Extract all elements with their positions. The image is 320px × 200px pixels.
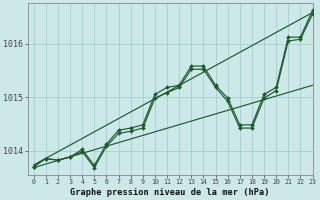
X-axis label: Graphe pression niveau de la mer (hPa): Graphe pression niveau de la mer (hPa) — [70, 188, 270, 197]
